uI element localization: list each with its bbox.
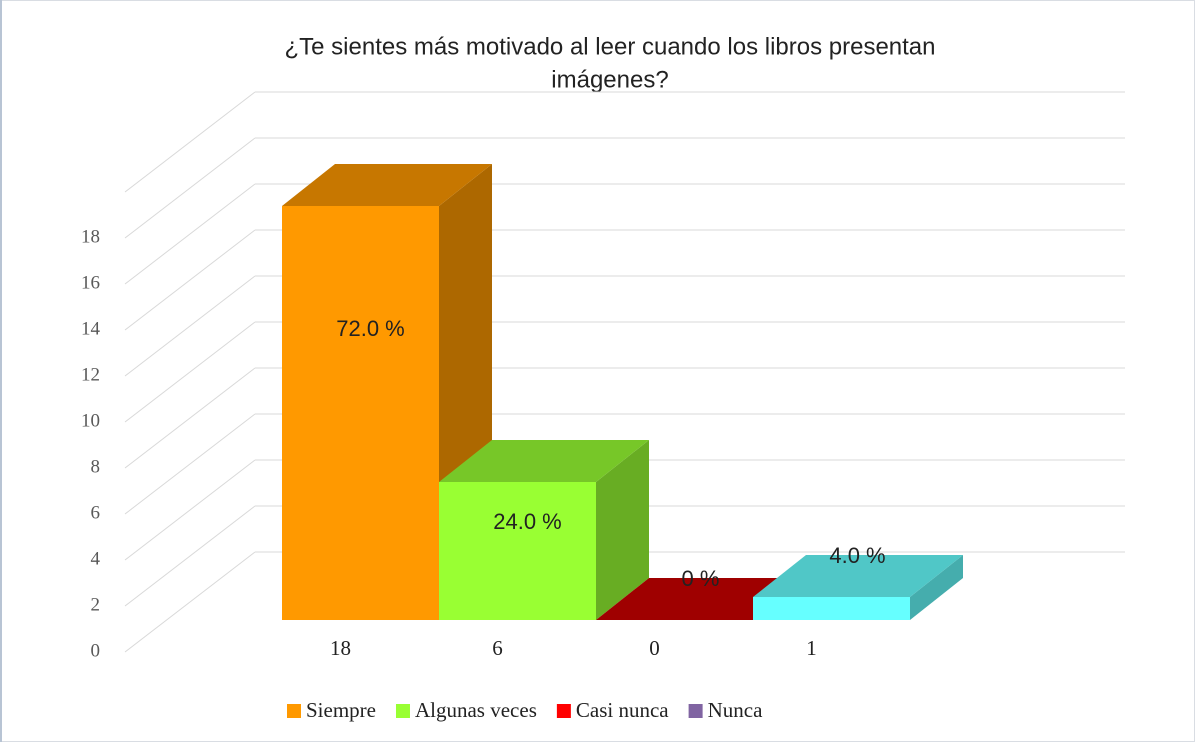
grid-line [124, 183, 256, 285]
y-tick-label: 18 [81, 226, 100, 247]
grid-line [124, 275, 256, 377]
grid-line [124, 229, 256, 331]
bar-top [282, 164, 492, 206]
legend-swatch [287, 704, 301, 718]
y-tick-label: 8 [91, 456, 101, 477]
y-tick-label: 2 [91, 594, 101, 615]
bar-top [753, 555, 963, 597]
bar-top [439, 440, 649, 482]
legend-label: Siempre [306, 698, 376, 722]
legend-swatch [688, 704, 703, 718]
grid-line [124, 459, 256, 561]
x-tick-label: 1 [806, 636, 817, 660]
y-tick-label: 16 [81, 272, 100, 293]
grid-line [124, 551, 256, 653]
x-tick-label: 0 [649, 636, 660, 660]
x-tick-label: 6 [492, 636, 503, 660]
y-tick-label: 6 [91, 502, 101, 523]
chart-title: imágenes? [551, 66, 668, 93]
x-tick-label: 18 [330, 636, 351, 660]
data-label: 24.0 % [493, 509, 562, 534]
y-tick-label: 4 [91, 548, 101, 569]
data-label: 72.0 % [336, 316, 405, 341]
legend-swatch [395, 704, 410, 718]
grid-line [124, 505, 256, 607]
y-tick-label: 12 [81, 364, 100, 385]
bar-side [596, 440, 649, 620]
grid-line [124, 367, 256, 469]
bar [439, 482, 596, 620]
legend-label: Nunca [708, 698, 763, 722]
y-tick-label: 10 [81, 410, 100, 431]
legend-swatch [556, 704, 571, 718]
grid-line [124, 91, 256, 193]
legend-label: Algunas veces [415, 698, 537, 722]
grid-line [124, 137, 256, 239]
grid-line [124, 321, 256, 423]
bar [282, 206, 439, 620]
bar-side [910, 555, 963, 620]
chart-title: ¿Te sientes más motivado al leer cuando … [285, 33, 936, 60]
grid-line [124, 413, 256, 515]
y-tick-label: 14 [81, 318, 101, 339]
data-label: 0 % [682, 566, 720, 591]
legend-label: Casi nunca [576, 698, 669, 722]
data-label: 4.0 % [829, 543, 885, 568]
bar [753, 597, 910, 620]
y-tick-label: 0 [91, 640, 101, 661]
